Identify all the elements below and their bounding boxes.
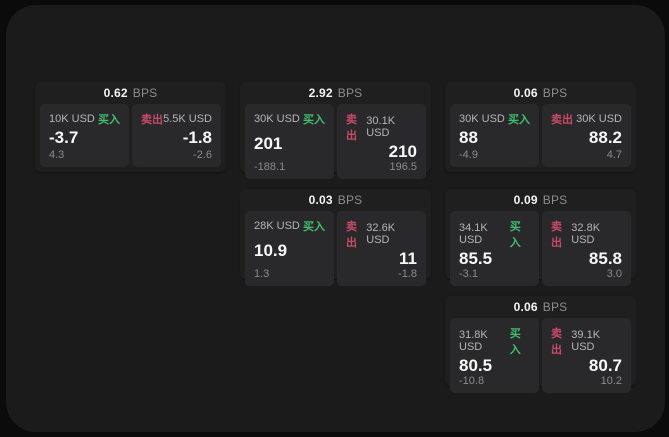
sell-delta: 3.0 (606, 267, 622, 280)
quote-card[interactable]: 0.09 BPS 34.1K USD 买入 85.5 -3.1 卖出 32.8K… (445, 189, 636, 286)
quote-card[interactable]: 0.62 BPS 10K USD 买入 -3.7 4.3 卖出 5.5K USD… (35, 82, 226, 172)
buy-delta: -188.1 (254, 160, 286, 173)
quote-card-body: 28K USD 买入 10.9 1.3 卖出 32.6K USD 11 -1.8 (240, 211, 431, 291)
buy-delta: -10.8 (459, 374, 485, 387)
sell-panel[interactable]: 卖出 32.8K USD 85.8 3.0 (542, 211, 631, 286)
buy-panel[interactable]: 30K USD 买入 201 -188.1 (245, 104, 334, 179)
sell-button[interactable]: 卖出 (346, 221, 357, 249)
bps-header: 0.62 BPS (35, 82, 226, 104)
bps-unit-label: BPS (542, 300, 568, 314)
bps-value: 0.06 (513, 86, 538, 100)
sell-button[interactable]: 卖出 (551, 221, 562, 249)
bps-unit-label: BPS (542, 86, 568, 100)
bps-unit-label: BPS (132, 86, 158, 100)
buy-amount: 28K USD (254, 220, 300, 232)
bps-header: 0.06 BPS (445, 296, 636, 318)
buy-price: 88 (459, 128, 478, 148)
buy-button[interactable]: 买入 (509, 328, 521, 356)
sell-price: 80.7 (588, 356, 622, 375)
buy-amount: 34.1K USD (459, 222, 488, 246)
sell-panel[interactable]: 卖出 30K USD 88.2 4.7 (542, 104, 631, 167)
sell-price: 11 (399, 249, 417, 268)
buy-delta: -4.9 (459, 149, 478, 161)
quote-card-body: 10K USD 买入 -3.7 4.3 卖出 5.5K USD -1.8 -2.… (35, 104, 226, 172)
buy-panel[interactable]: 28K USD 买入 10.9 1.3 (245, 211, 334, 286)
sell-amount: 5.5K USD (163, 113, 212, 125)
bps-value: 0.03 (308, 193, 333, 207)
sell-amount: 32.8K USD (571, 222, 601, 246)
buy-price: -3.7 (49, 128, 79, 148)
buy-button[interactable]: 买入 (303, 221, 325, 233)
sell-button[interactable]: 卖出 (551, 328, 562, 356)
bps-value: 0.09 (513, 193, 538, 207)
buy-panel[interactable]: 31.8K USD 买入 80.5 -10.8 (450, 318, 539, 393)
quote-card[interactable]: 0.06 BPS 31.8K USD 买入 80.5 -10.8 卖出 39.1… (445, 296, 636, 393)
sell-button[interactable]: 卖出 (346, 114, 357, 142)
buy-button[interactable]: 买入 (508, 114, 530, 126)
sell-price: 210 (388, 142, 417, 161)
quote-card-grid: 0.62 BPS 10K USD 买入 -3.7 4.3 卖出 5.5K USD… (35, 82, 636, 393)
sell-panel[interactable]: 卖出 30.1K USD 210 196.5 (337, 104, 426, 179)
buy-amount: 30K USD (459, 113, 505, 125)
quote-card-body: 30K USD 买入 88 -4.9 卖出 30K USD 88.2 4.7 (445, 104, 636, 172)
buy-price: 85.5 (459, 249, 493, 268)
buy-delta: -3.1 (459, 267, 478, 280)
bps-value: 0.62 (103, 86, 128, 100)
buy-button[interactable]: 买入 (98, 114, 120, 126)
sell-amount: 30.1K USD (366, 115, 396, 139)
buy-price: 201 (254, 134, 283, 153)
bps-header: 0.06 BPS (445, 82, 636, 104)
buy-button[interactable]: 买入 (509, 221, 521, 249)
sell-delta: -1.8 (398, 267, 417, 280)
sell-amount: 30K USD (576, 113, 622, 125)
bps-value: 0.06 (513, 300, 538, 314)
buy-price: 10.9 (254, 241, 288, 260)
quote-card[interactable]: 0.06 BPS 30K USD 买入 88 -4.9 卖出 30K USD 8… (445, 82, 636, 172)
sell-delta: 10.2 (600, 374, 622, 387)
sell-panel[interactable]: 卖出 5.5K USD -1.8 -2.6 (132, 104, 221, 167)
quote-card-body: 30K USD 买入 201 -188.1 卖出 30.1K USD 210 1… (240, 104, 431, 184)
buy-amount: 30K USD (254, 113, 300, 125)
buy-button[interactable]: 买入 (303, 114, 325, 126)
buy-panel[interactable]: 30K USD 买入 88 -4.9 (450, 104, 539, 167)
buy-amount: 10K USD (49, 113, 95, 125)
sell-amount: 32.6K USD (366, 222, 396, 246)
bps-unit-label: BPS (337, 193, 363, 207)
bps-value: 2.92 (308, 86, 333, 100)
buy-amount: 31.8K USD (459, 329, 488, 353)
quote-card[interactable]: 0.03 BPS 28K USD 买入 10.9 1.3 卖出 32.6K US… (240, 189, 431, 286)
buy-delta: 4.3 (49, 149, 65, 161)
sell-button[interactable]: 卖出 (141, 114, 163, 126)
sell-amount: 39.1K USD (571, 329, 601, 353)
sell-button[interactable]: 卖出 (551, 114, 573, 126)
bps-unit-label: BPS (337, 86, 363, 100)
quote-card-body: 31.8K USD 买入 80.5 -10.8 卖出 39.1K USD 80.… (445, 318, 636, 398)
bps-header: 0.03 BPS (240, 189, 431, 211)
bps-unit-label: BPS (542, 193, 568, 207)
quote-card-body: 34.1K USD 买入 85.5 -3.1 卖出 32.8K USD 85.8… (445, 211, 636, 291)
quote-card[interactable]: 2.92 BPS 30K USD 买入 201 -188.1 卖出 30.1K … (240, 82, 431, 179)
sell-delta: 196.5 (389, 160, 417, 173)
bps-header: 0.09 BPS (445, 189, 636, 211)
sell-delta: -2.6 (193, 149, 212, 161)
sell-price: -1.8 (182, 128, 212, 148)
sell-price: 88.2 (588, 128, 622, 148)
sell-panel[interactable]: 卖出 39.1K USD 80.7 10.2 (542, 318, 631, 393)
buy-price: 80.5 (459, 356, 493, 375)
sell-delta: 4.7 (606, 149, 622, 161)
buy-panel[interactable]: 10K USD 买入 -3.7 4.3 (40, 104, 129, 167)
buy-panel[interactable]: 34.1K USD 买入 85.5 -3.1 (450, 211, 539, 286)
sell-price: 85.8 (588, 249, 622, 268)
sell-panel[interactable]: 卖出 32.6K USD 11 -1.8 (337, 211, 426, 286)
buy-delta: 1.3 (254, 267, 270, 280)
bps-header: 2.92 BPS (240, 82, 431, 104)
